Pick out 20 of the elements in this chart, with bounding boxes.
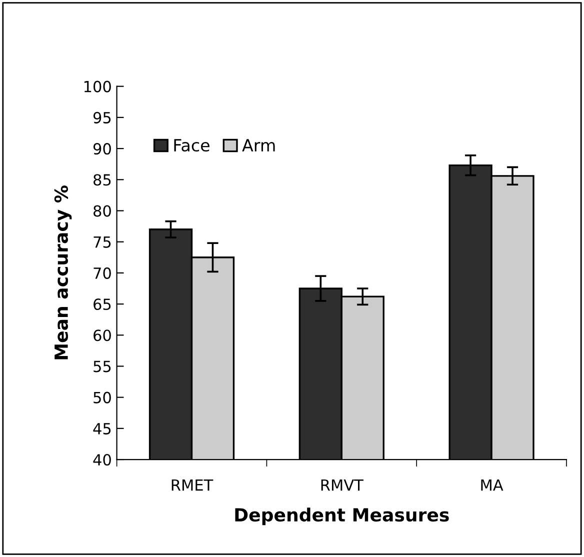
- y-tick-label: 80: [94, 205, 111, 217]
- legend-label: Face: [174, 139, 210, 152]
- legend-label: Arm: [242, 139, 275, 152]
- x-tick-label: RMET: [172, 479, 214, 491]
- x-tick-label: MA: [481, 479, 504, 491]
- y-tick-label: 55: [94, 360, 111, 372]
- x-tick-label: RMVT: [321, 479, 364, 491]
- y-tick-label: 60: [94, 330, 111, 342]
- y-axis-title: Mean accuracy %: [54, 186, 72, 360]
- y-tick-label: 65: [94, 298, 111, 310]
- y-tick-label: 95: [93, 112, 111, 124]
- y-tick-label: 100: [84, 80, 111, 92]
- y-tick-label: 50: [94, 392, 111, 404]
- y-tick-label: 75: [94, 236, 111, 248]
- y-tick-label: 45: [93, 423, 111, 434]
- y-tick-label: 90: [93, 143, 111, 155]
- y-tick-label: 40: [93, 454, 111, 466]
- y-tick-label: 70: [94, 267, 111, 279]
- x-axis-title: Dependent Measures: [235, 508, 449, 526]
- y-tick-label: 85: [94, 174, 111, 186]
